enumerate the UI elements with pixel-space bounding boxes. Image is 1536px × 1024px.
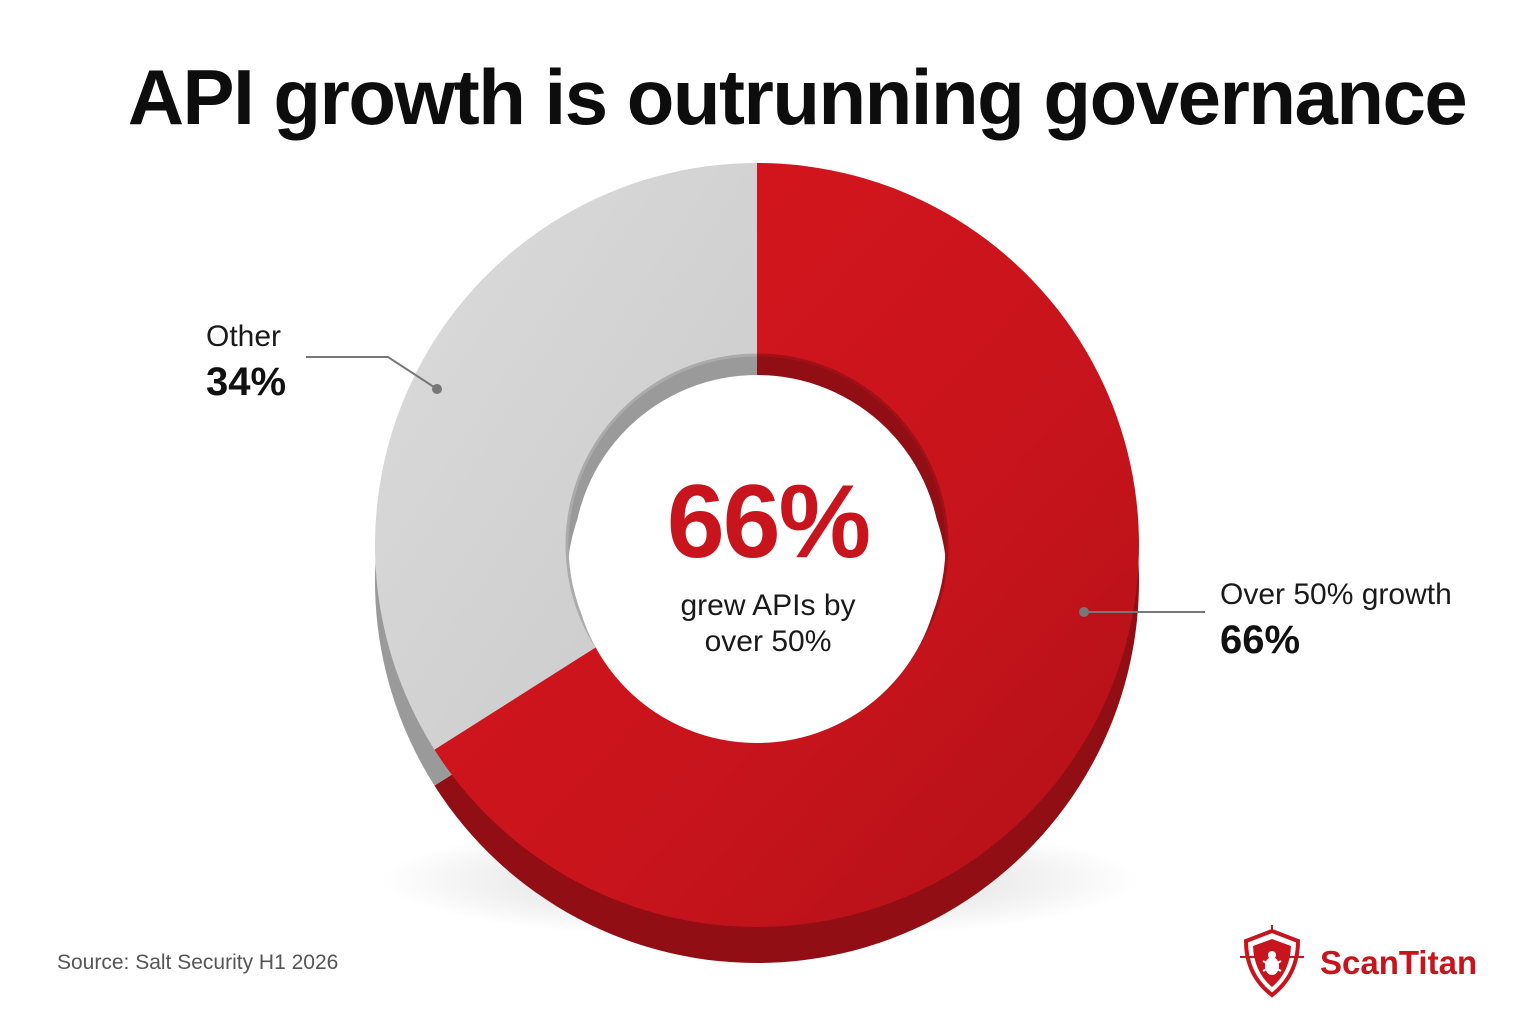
leader-line-growth-dot (1079, 607, 1089, 617)
brand-name: ScanTitan (1320, 944, 1478, 981)
brand-logo: ScanTitan (1232, 918, 1477, 1008)
slice-value-other: 34% (206, 360, 287, 404)
slice-name-other: Other (206, 320, 282, 353)
slice-growth (434, 163, 1139, 927)
source-note: Source: Salt Security H1 2026 (57, 951, 339, 974)
chart-title: API growth is outrunning governance (127, 53, 1468, 141)
slice-label-growth: Over 50% growth 66% (1220, 578, 1452, 663)
leader-lines (306, 356, 1205, 617)
center-text: grew APIs by over 50% (680, 589, 856, 658)
shield-bug-icon (1240, 925, 1304, 998)
slices-top (374, 163, 1139, 927)
slice-label-other: Other 34% (206, 320, 286, 405)
slice-value-growth: 66% (1220, 618, 1301, 662)
center-annotation: 66% grew APIs by over 50% (603, 470, 933, 660)
donut-hole (573, 375, 941, 743)
slice-other (374, 163, 757, 750)
slice-name-growth: Over 50% growth (1220, 578, 1452, 611)
center-value: 66% (666, 464, 871, 580)
leader-line-other (306, 356, 438, 390)
slice-inner-edge-other (565, 353, 758, 648)
leader-line-other-dot (432, 384, 442, 394)
